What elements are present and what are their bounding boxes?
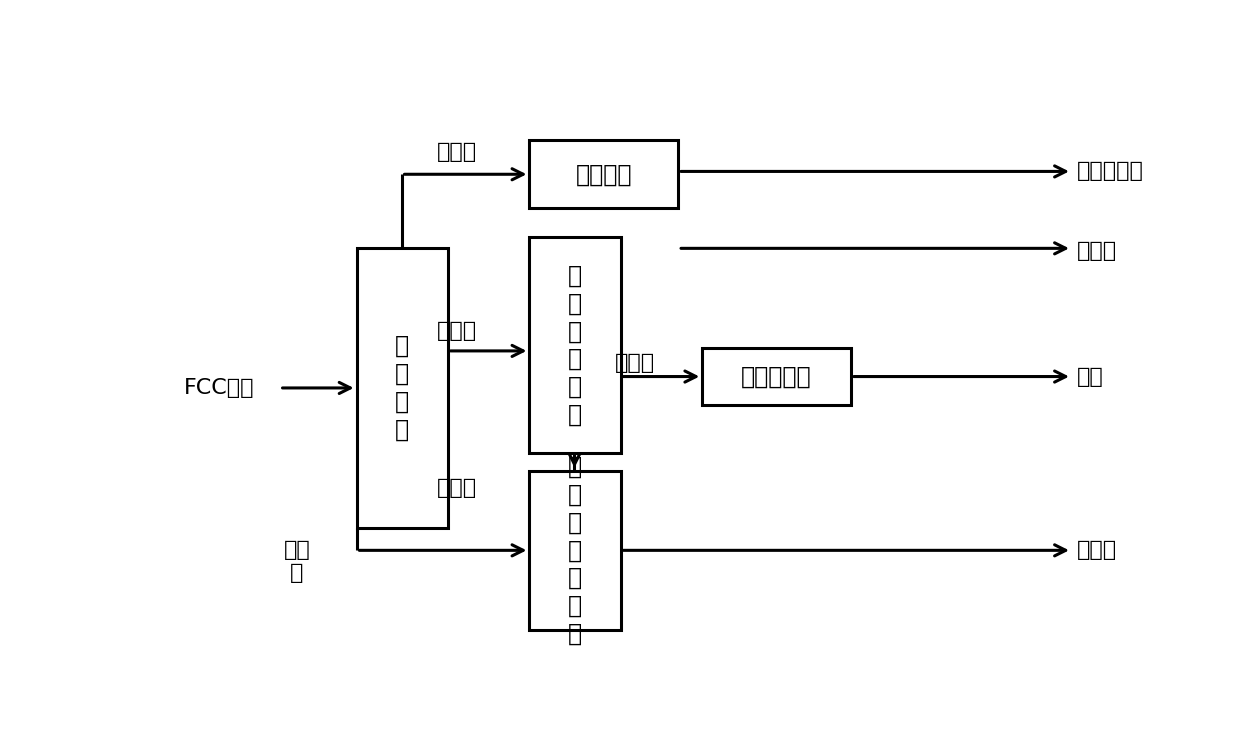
Bar xyxy=(703,348,851,405)
Text: 轻烯烃: 轻烯烃 xyxy=(615,352,655,372)
Text: 无碱脱臭: 无碱脱臭 xyxy=(576,162,632,186)
Text: 馏
分
切
割: 馏 分 切 割 xyxy=(395,334,409,442)
Text: 芳烃: 芳烃 xyxy=(1077,366,1104,386)
Bar xyxy=(529,471,621,630)
Text: FCC汽油: FCC汽油 xyxy=(183,378,254,398)
Bar xyxy=(357,249,447,528)
Text: 选
择
性
加
氢
脱
硫: 选 择 性 加 氢 脱 硫 xyxy=(567,455,582,646)
Text: 重馏
分: 重馏 分 xyxy=(284,540,310,583)
Text: 中馏分: 中馏分 xyxy=(437,320,477,340)
Text: 萃余油: 萃余油 xyxy=(1077,241,1116,261)
Text: 萃取油: 萃取油 xyxy=(437,478,477,498)
Text: 轻馏分: 轻馏分 xyxy=(437,142,477,162)
Text: 脱硫轻汽油: 脱硫轻汽油 xyxy=(1077,161,1144,181)
Bar xyxy=(529,237,621,454)
Text: 缓和芳构化: 缓和芳构化 xyxy=(741,365,812,388)
Text: 脱硫油: 脱硫油 xyxy=(1077,540,1116,560)
Bar xyxy=(529,140,678,209)
Text: 溶
剂
双
向
萃
取: 溶 剂 双 向 萃 取 xyxy=(567,263,582,427)
